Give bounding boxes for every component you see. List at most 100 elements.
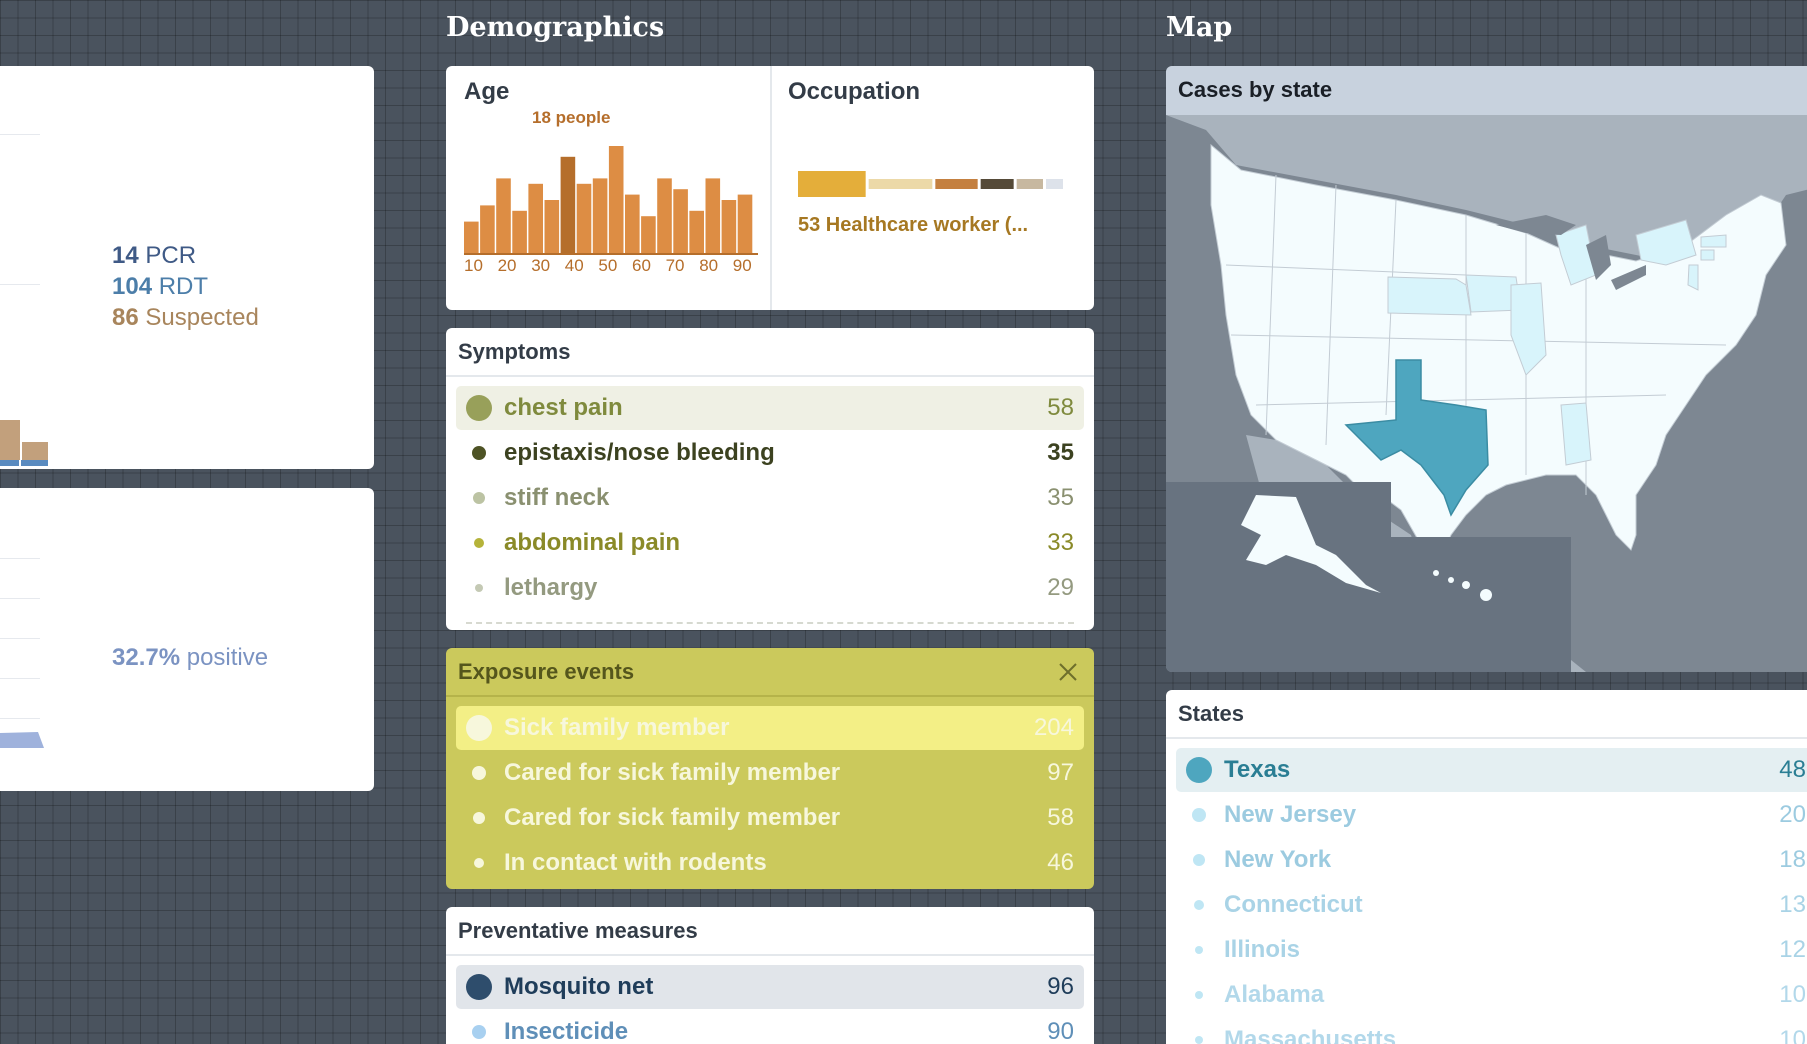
age-bar[interactable] xyxy=(464,221,479,254)
map-heading: Map xyxy=(1166,12,1233,43)
age-tick-label: 80 xyxy=(699,256,719,275)
map-title: Cases by state xyxy=(1166,66,1807,115)
state-row[interactable]: Texas 48 xyxy=(1176,748,1807,792)
age-bar[interactable] xyxy=(480,205,495,254)
age-bar[interactable] xyxy=(721,200,737,254)
preventative-row[interactable]: Insecticide 90 xyxy=(456,1010,1084,1044)
exposure-row-count: 97 xyxy=(1047,759,1074,786)
occupation-label: 53 Healthcare worker (... xyxy=(798,214,1029,236)
legend-dot-icon xyxy=(473,812,485,824)
symptom-row[interactable]: stiff neck 35 xyxy=(456,476,1084,520)
age-bar[interactable] xyxy=(496,178,511,254)
illinois-state xyxy=(1510,282,1547,376)
state-row[interactable]: Connecticut 13 xyxy=(1176,883,1807,927)
exposure-row[interactable]: Cared for sick family member 97 xyxy=(456,751,1084,795)
alabama-state xyxy=(1560,402,1592,466)
demographics-heading: Demographics xyxy=(446,12,665,43)
occupation-bar[interactable] xyxy=(798,170,1068,198)
legend-dot-icon xyxy=(474,538,484,548)
exposure-row-label: Sick family member xyxy=(504,714,730,741)
symptom-row[interactable]: lethargy 29 xyxy=(456,566,1084,610)
symptom-row-count: 58 xyxy=(1047,394,1074,421)
legend-dot-icon xyxy=(1194,900,1204,910)
close-icon[interactable] xyxy=(1056,660,1080,684)
legend-dot-icon xyxy=(1195,946,1203,954)
preventative-row-label: Mosquito net xyxy=(504,973,654,1000)
symptom-row-label: abdominal pain xyxy=(504,529,681,556)
age-tick-label: 30 xyxy=(531,256,551,275)
exposure-card: Exposure events Sick family member 204 Car… xyxy=(446,648,1094,889)
legend-dot-icon xyxy=(474,858,484,868)
occupation-segment[interactable] xyxy=(1046,179,1063,189)
symptom-row[interactable]: chest pain 58 xyxy=(456,386,1084,430)
testing-mini-chart xyxy=(0,420,48,466)
age-histogram[interactable] xyxy=(464,134,758,264)
state-row[interactable]: Alabama 10 xyxy=(1176,973,1807,1017)
state-row[interactable]: New Jersey 20 xyxy=(1176,793,1807,837)
symptom-row-count: 35 xyxy=(1047,484,1074,511)
preventative-row-count: 96 xyxy=(1047,973,1074,1000)
preventative-row-count: 90 xyxy=(1047,1018,1074,1044)
occupation-segment[interactable] xyxy=(868,179,933,189)
age-bar[interactable] xyxy=(689,210,704,254)
age-tooltip: 18 people xyxy=(532,108,611,127)
legend-dot-icon xyxy=(475,584,483,592)
demographics-card: Age 18 people 10 20 30 40 50 60 70 80 90 Occupat… xyxy=(446,66,1094,310)
great-lakes xyxy=(1496,215,1646,290)
exposure-row-label: Cared for sick family member xyxy=(504,804,841,831)
symptom-row-label: chest pain xyxy=(504,394,623,421)
age-tick-label: 70 xyxy=(665,256,685,275)
occupation-segment[interactable] xyxy=(980,179,1014,189)
legend-dot-icon xyxy=(1192,808,1206,822)
age-bar[interactable] xyxy=(560,156,576,254)
age-bar[interactable] xyxy=(528,183,543,254)
state-row[interactable]: Illinois 12 xyxy=(1176,928,1807,972)
age-bar[interactable] xyxy=(641,216,656,254)
exposure-row[interactable]: Sick family member 204 xyxy=(456,706,1084,750)
exposure-row-count: 46 xyxy=(1047,849,1074,876)
state-row[interactable]: Massachusetts 10 xyxy=(1176,1018,1807,1044)
suspected-stat: 86 Suspected xyxy=(112,304,259,331)
age-bar[interactable] xyxy=(512,210,527,254)
age-title: Age xyxy=(464,78,510,105)
legend-dot-icon xyxy=(472,766,486,780)
legend-dot-icon xyxy=(466,395,492,421)
pcr-stat: 14 PCR xyxy=(112,242,197,269)
occupation-segment[interactable] xyxy=(935,179,978,189)
state-row-label: Illinois xyxy=(1224,936,1301,963)
age-bar[interactable] xyxy=(608,146,624,254)
state-row-count: 10 xyxy=(1779,1026,1806,1044)
texas-state xyxy=(1344,359,1489,517)
age-bar[interactable] xyxy=(737,194,753,254)
state-row-count: 13 xyxy=(1779,891,1806,918)
age-bar[interactable] xyxy=(673,189,688,254)
symptom-row-count: 33 xyxy=(1047,529,1074,556)
symptom-row-label: epistaxis/nose bleeding xyxy=(504,439,775,466)
exposure-row[interactable]: Cared for sick family member 58 xyxy=(456,796,1084,840)
preventative-row[interactable]: Mosquito net 96 xyxy=(456,965,1084,1009)
testing-card: 14 PCR 104 RDT 86 Suspected xyxy=(0,66,374,469)
state-row[interactable]: New York 18 xyxy=(1176,838,1807,882)
exposure-row[interactable]: In contact with rodents 46 xyxy=(456,841,1084,885)
symptom-row[interactable]: abdominal pain 33 xyxy=(456,521,1084,565)
positive-stat: 32.7% positive xyxy=(112,644,269,671)
age-tick-label: 50 xyxy=(598,256,618,275)
age-tick-label: 40 xyxy=(564,256,584,275)
age-bar[interactable] xyxy=(544,200,560,254)
occupation-segment[interactable] xyxy=(1016,179,1043,189)
occupation-segment[interactable] xyxy=(798,171,866,197)
symptom-row[interactable]: epistaxis/nose bleeding 35 xyxy=(456,431,1084,475)
age-bar[interactable] xyxy=(657,178,672,254)
age-bar[interactable] xyxy=(705,178,721,254)
us-states-map[interactable] xyxy=(1166,115,1807,672)
age-bar[interactable] xyxy=(625,194,640,254)
age-bar[interactable] xyxy=(576,183,592,254)
legend-dot-icon xyxy=(1186,757,1212,783)
legend-dot-icon xyxy=(466,974,492,1000)
legend-dot-icon xyxy=(466,715,492,741)
massachusetts-state xyxy=(1700,234,1727,248)
us-mainland xyxy=(1210,143,1787,561)
state-row-count: 20 xyxy=(1779,801,1806,828)
new-york-state xyxy=(1635,219,1697,266)
age-bar[interactable] xyxy=(592,178,608,254)
